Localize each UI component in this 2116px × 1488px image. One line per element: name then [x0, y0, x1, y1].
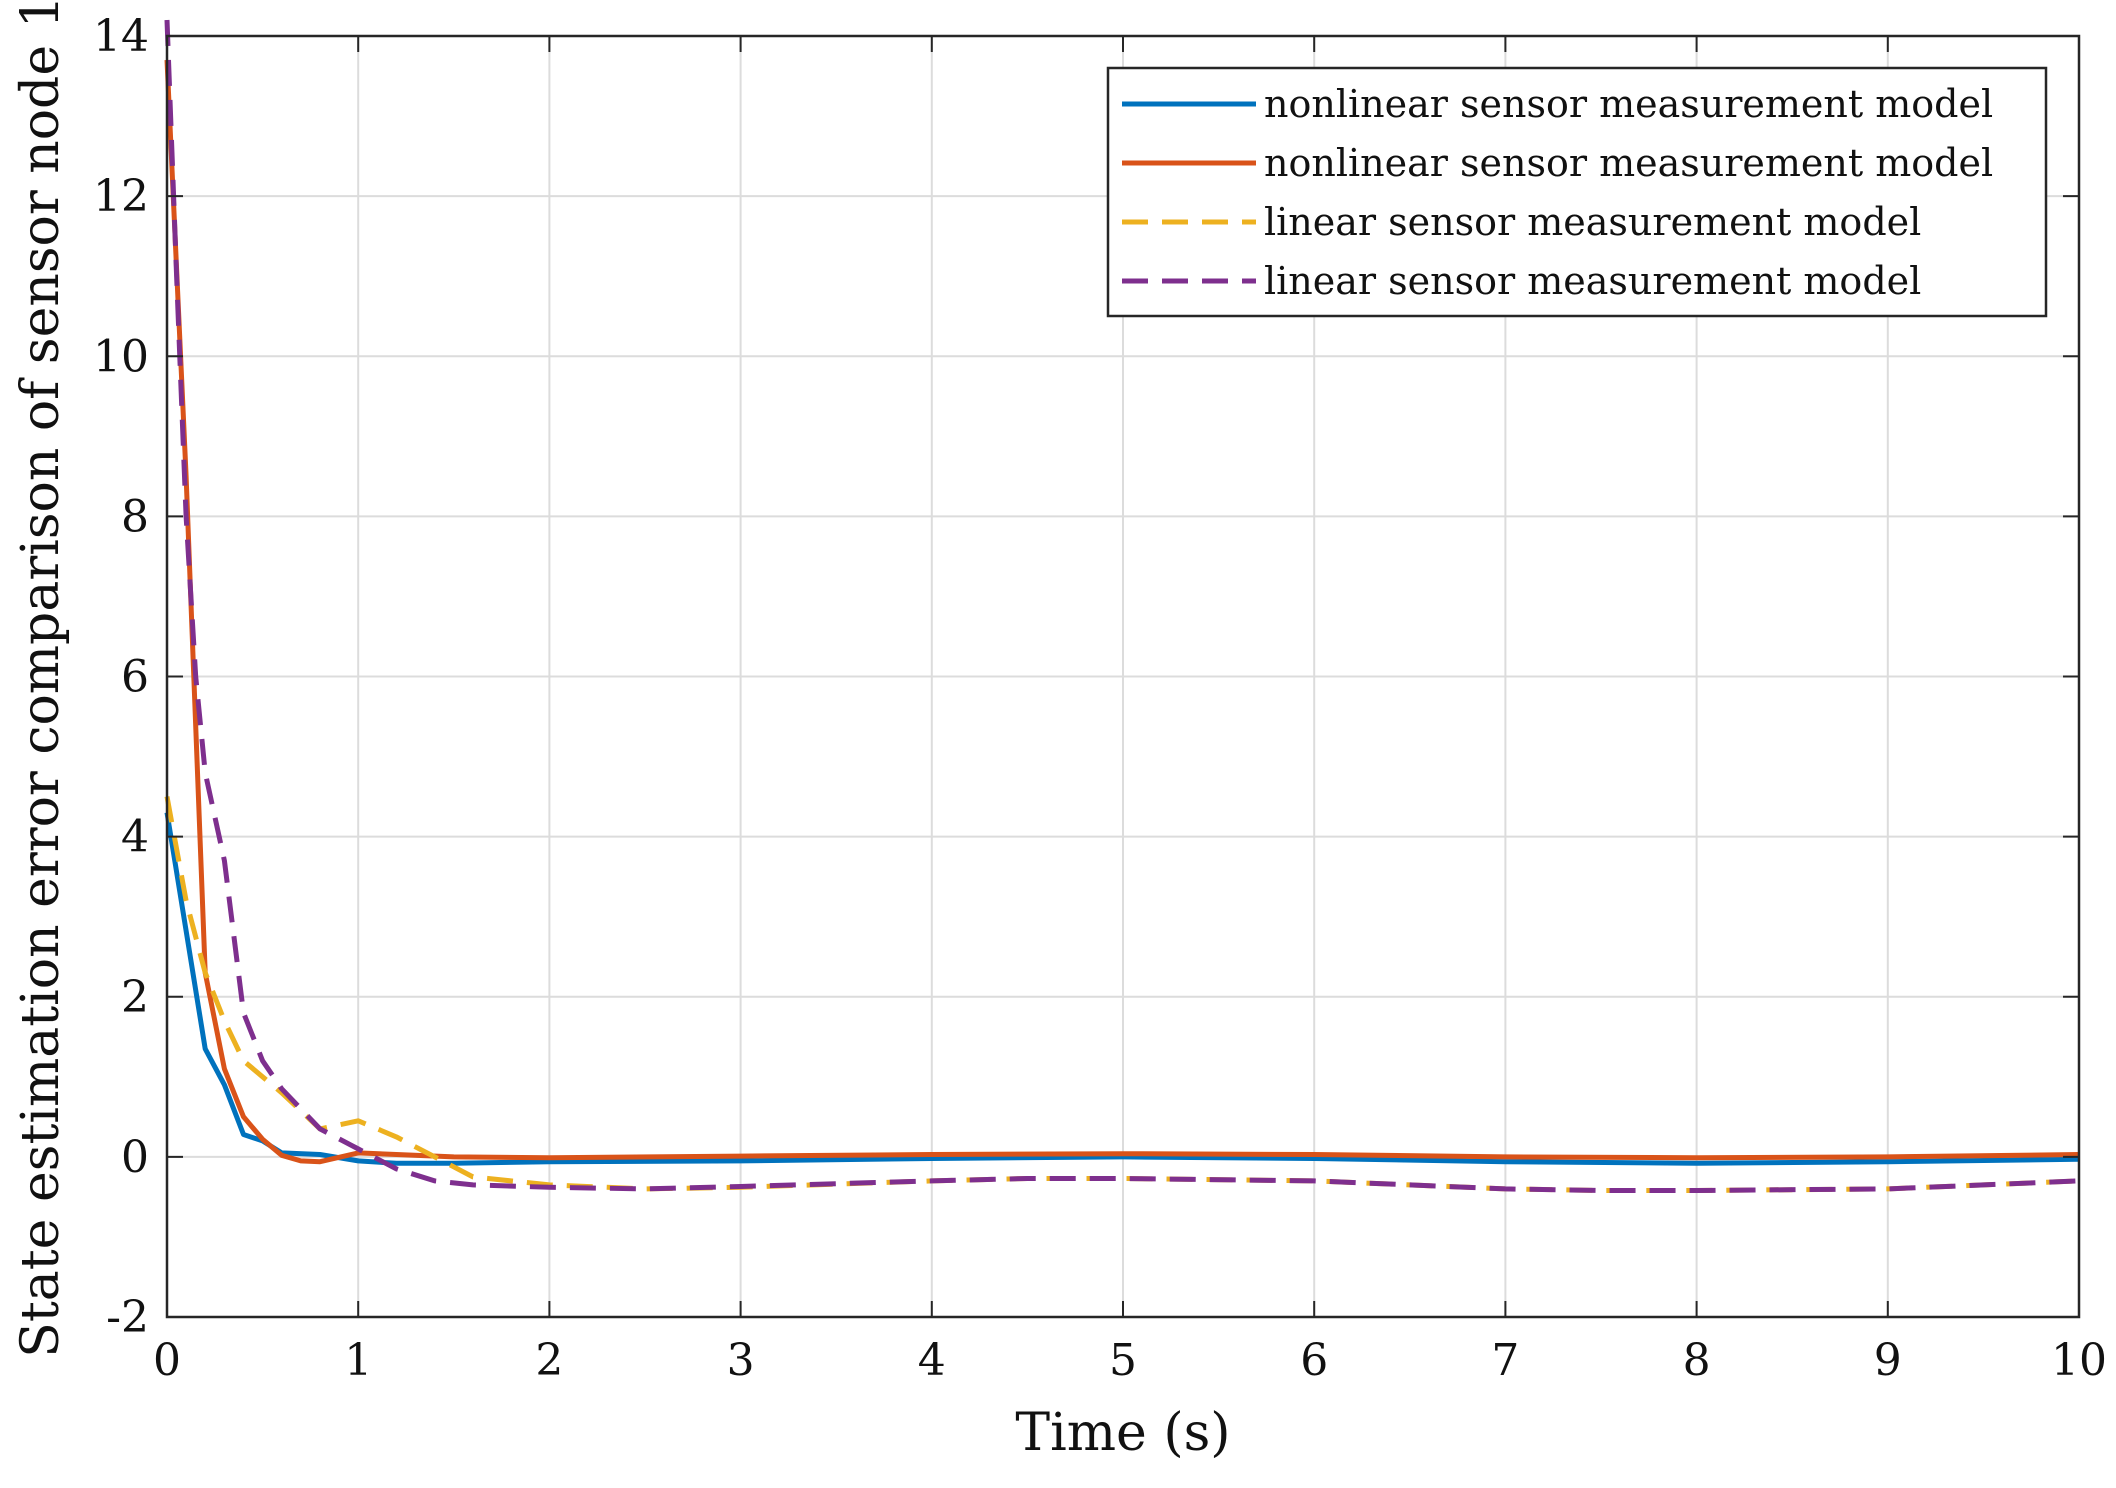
series-layer — [164, 19, 2080, 1193]
legend: nonlinear sensor measurement model nonlin… — [1106, 66, 2048, 318]
x-axis-title: Time (s) — [1015, 1403, 1230, 1463]
series-line-4 — [164, 19, 2080, 1193]
y-axis-title: State estimation error comparison of sen… — [11, 0, 71, 1358]
x-tick-label: 4 — [918, 1335, 946, 1386]
y-tick-label: 0 — [121, 1132, 149, 1183]
y-tick-label: 8 — [121, 491, 149, 542]
legend-label-3: linear sensor measurement model — [1264, 200, 1921, 244]
legend-box — [1106, 66, 2048, 318]
legend-label-1: nonlinear sensor measurement model — [1264, 82, 1993, 126]
x-tick-label: 10 — [2051, 1335, 2107, 1386]
y-tick-label: 4 — [121, 812, 149, 863]
series-line-1 — [164, 812, 2080, 1166]
x-tick-label: 1 — [344, 1335, 372, 1386]
x-tick-label: 0 — [153, 1335, 181, 1386]
y-tick-label: 12 — [93, 171, 149, 222]
legend-label-4: linear sensor measurement model — [1264, 259, 1921, 303]
x-tick-label: 7 — [1491, 1335, 1519, 1386]
x-tick-label: 3 — [727, 1335, 755, 1386]
x-tick-label: 8 — [1683, 1335, 1711, 1386]
y-tick-label: 10 — [93, 331, 149, 382]
x-tick-label: 6 — [1300, 1335, 1328, 1386]
x-tick-label: 5 — [1109, 1335, 1137, 1386]
x-tick-label: 2 — [535, 1335, 563, 1386]
y-tick-label: 2 — [121, 972, 149, 1023]
x-tick-label: 9 — [1874, 1335, 1902, 1386]
legend-label-2: nonlinear sensor measurement model — [1264, 141, 1993, 185]
y-tick-label: 6 — [121, 652, 149, 703]
y-tick-label: -2 — [106, 1292, 149, 1343]
series-line-2 — [164, 59, 2080, 1165]
y-tick-label: 14 — [93, 11, 149, 62]
